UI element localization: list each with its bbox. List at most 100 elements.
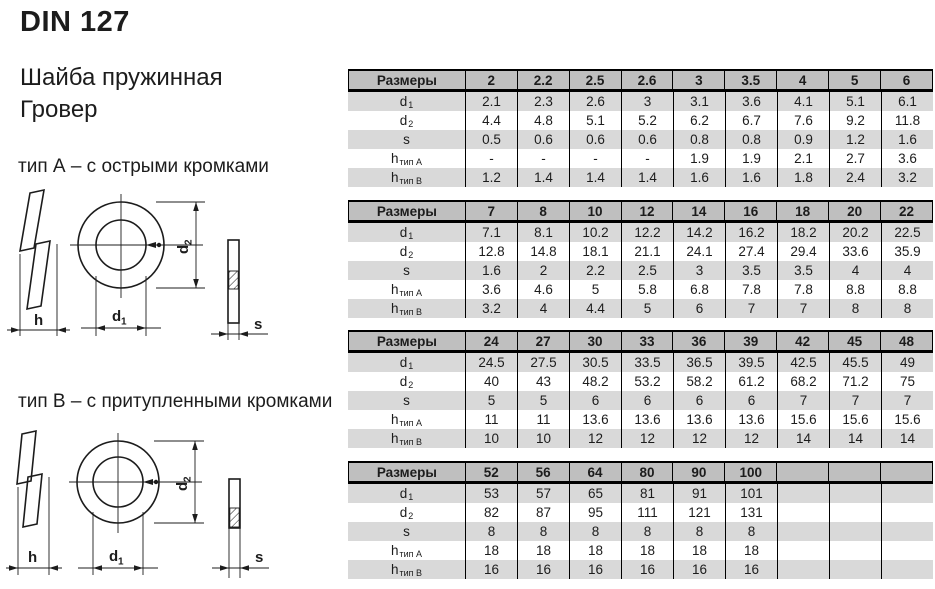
value-cell: 53.2: [621, 372, 673, 391]
washer-front-view: d 2 d 1: [70, 194, 205, 336]
type-a-caption: тип А – с острыми кромками: [18, 156, 269, 177]
value-cell: [829, 560, 881, 579]
value-cell: 131: [725, 503, 777, 522]
value-cell: 18: [569, 541, 621, 560]
row-label-cell: h тип B: [390, 431, 423, 447]
value-cell: 8: [673, 522, 725, 541]
value-cell: 5.8: [621, 280, 673, 299]
value-cell: 1.9: [725, 149, 777, 168]
table-row: d 2 12.8 14.8 18.1 21.1 24.1 27.4 29.4 33.6 35.9: [348, 242, 933, 261]
value-cell: 65: [569, 484, 621, 503]
value-cell: 22.5: [881, 223, 933, 242]
value-cell: 35.9: [881, 242, 933, 261]
dim-label-s: s: [255, 549, 263, 566]
table-row: h тип B 16 16 16 16 16 16: [348, 560, 933, 579]
value-cell: 30.5: [569, 353, 621, 372]
value-cell: 12.2: [621, 223, 673, 242]
value-cell: 18: [725, 541, 777, 560]
value-cell: 7.1: [465, 223, 517, 242]
size-col-header: 42: [776, 332, 828, 350]
value-cell: 2.3: [517, 92, 569, 111]
value-cell: 4.4: [569, 299, 621, 318]
value-cell: 2.4: [829, 168, 881, 187]
value-cell: 5.2: [621, 111, 673, 130]
value-cell: 3.2: [881, 168, 933, 187]
row-label-cell: h тип A: [390, 151, 423, 167]
table-row: d 2 4.4 4.8 5.1 5.2 6.2 6.7 7.6 9.2 11.8: [348, 111, 933, 130]
value-cell: 13.6: [621, 410, 673, 429]
value-cell: 2.1: [465, 92, 517, 111]
value-cell: 45.5: [829, 353, 881, 372]
value-cell: 14: [881, 429, 933, 448]
value-cell: 18: [621, 541, 673, 560]
value-cell: 9.2: [829, 111, 881, 130]
subtitle-line-2: Гровер: [20, 96, 98, 123]
value-cell: 95: [569, 503, 621, 522]
value-cell: [829, 541, 881, 560]
dim-label-s: s: [254, 316, 262, 333]
size-col-header: 2: [464, 71, 517, 89]
dimensions-table-4: Размеры 52 56 64 80 90 100 d 1 53 57 65 81 91 101 d 2 82 8…: [348, 461, 933, 579]
table-row: d 2 40 43 48.2 53.2 58.2 61.2 68.2 71.2 75: [348, 372, 933, 391]
dim-label-d1: d 1: [112, 308, 127, 328]
svg-text:2: 2: [184, 239, 195, 245]
value-cell: 6.8: [673, 280, 725, 299]
size-col-header: 3.5: [724, 71, 776, 89]
value-cell: 11: [465, 410, 517, 429]
value-cell: 81: [621, 484, 673, 503]
value-cell: 111: [621, 503, 673, 522]
size-col-header: 5: [828, 71, 880, 89]
size-col-header: 48: [880, 332, 932, 350]
value-cell: 48.2: [569, 372, 621, 391]
value-cell: 14.2: [673, 223, 725, 242]
value-cell: 3.2: [465, 299, 517, 318]
value-cell: [777, 522, 829, 541]
table-row: s 0.5 0.6 0.6 0.6 0.8 0.8 0.9 1.2 1.6: [348, 130, 933, 149]
value-cell: 4.6: [517, 280, 569, 299]
value-cell: 53: [465, 484, 517, 503]
value-cell: 3.6: [465, 280, 517, 299]
value-cell: [829, 484, 881, 503]
value-cell: 8.8: [829, 280, 881, 299]
row-label-cell: h тип B: [390, 562, 423, 578]
value-cell: 16: [621, 560, 673, 579]
value-cell: 15.6: [829, 410, 881, 429]
table-row: s 1.6 2 2.2 2.5 3 3.5 3.5 4 4: [348, 261, 933, 280]
value-cell: 2: [517, 261, 569, 280]
value-cell: 0.8: [725, 130, 777, 149]
value-cell: 58.2: [673, 372, 725, 391]
size-col-header: 10: [568, 202, 621, 220]
value-cell: 5: [569, 280, 621, 299]
value-cell: [881, 560, 933, 579]
value-cell: 16: [725, 560, 777, 579]
size-col-header: 39: [724, 332, 776, 350]
value-cell: 5.1: [569, 111, 621, 130]
value-cell: -: [517, 149, 569, 168]
size-col-header: 24: [464, 332, 517, 350]
value-cell: 33.6: [829, 242, 881, 261]
row-label-cell: s: [403, 393, 410, 408]
value-cell: 33.5: [621, 353, 673, 372]
row-label-cell: h тип B: [390, 301, 423, 317]
value-cell: [881, 522, 933, 541]
value-cell: -: [621, 149, 673, 168]
value-cell: 49: [881, 353, 933, 372]
table-row: h тип B 1.2 1.4 1.4 1.4 1.6 1.6 1.8 2.4 3.2: [348, 168, 933, 187]
value-cell: 61.2: [725, 372, 777, 391]
value-cell: 1.2: [465, 168, 517, 187]
value-cell: 16: [673, 560, 725, 579]
value-cell: 16: [569, 560, 621, 579]
value-cell: 27.4: [725, 242, 777, 261]
value-cell: 21.1: [621, 242, 673, 261]
svg-text:d: d: [175, 245, 192, 254]
size-col-header: 2.5: [568, 71, 621, 89]
value-cell: 2.6: [569, 92, 621, 111]
table-corner-header: Размеры: [376, 72, 437, 88]
value-cell: 24.5: [465, 353, 517, 372]
washer-side-view: h: [7, 188, 70, 336]
value-cell: 18: [517, 541, 569, 560]
table-row: h тип A 18 18 18 18 18 18: [348, 541, 933, 560]
size-col-header: 18: [776, 202, 828, 220]
value-cell: 87: [517, 503, 569, 522]
